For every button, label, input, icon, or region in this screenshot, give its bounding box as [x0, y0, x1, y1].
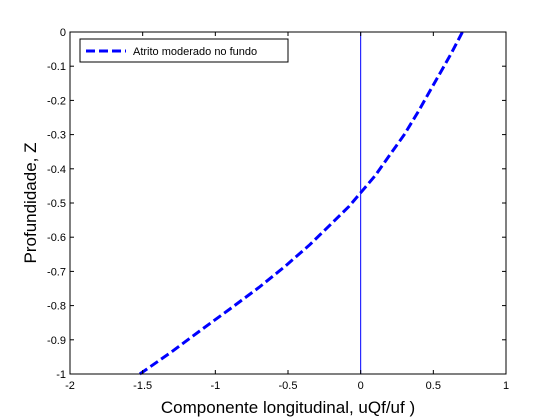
x-axis-ticks: -2 -1.5 -1 -0.5 0 0.5 1: [65, 32, 509, 392]
x-tick-label: 0: [358, 380, 364, 392]
x-tick-label: 0.5: [426, 380, 441, 392]
y-axis-label: Profundidade, Z: [21, 143, 40, 264]
y-tick-label: -0.9: [47, 335, 66, 347]
y-tick-label: -0.6: [47, 232, 66, 244]
x-axis-label: Componente longitudinal, uQf/uf ): [161, 398, 415, 417]
x-tick-label: 1: [503, 380, 509, 392]
x-tick-label: -0.5: [279, 380, 298, 392]
legend-box: [79, 38, 289, 63]
y-tick-label: -0.8: [47, 301, 66, 313]
y-tick-label: -0.3: [47, 130, 66, 142]
y-axis-ticks: 0 -0.1 -0.2 -0.3 -0.4 -0.5 -0.6 -0.7 -0.8 -0.9 -1: [47, 27, 506, 381]
legend-entry: Atrito moderado no fundo: [133, 46, 257, 58]
x-tick-label: -2: [65, 380, 75, 392]
plot-area: [70, 32, 506, 374]
y-tick-label: -0.4: [47, 164, 66, 176]
legend: Atrito moderado no fundo: [79, 38, 289, 63]
y-tick-label: -1: [56, 369, 66, 381]
y-tick-label: -0.7: [47, 266, 66, 278]
x-tick-label: -1.5: [133, 380, 152, 392]
y-tick-label: -0.5: [47, 198, 66, 210]
series-line: [138, 31, 464, 376]
x-tick-label: -1: [210, 380, 220, 392]
y-tick-label: -0.1: [47, 61, 66, 73]
y-tick-label: -0.2: [47, 95, 66, 107]
y-tick-label: 0: [60, 27, 66, 39]
